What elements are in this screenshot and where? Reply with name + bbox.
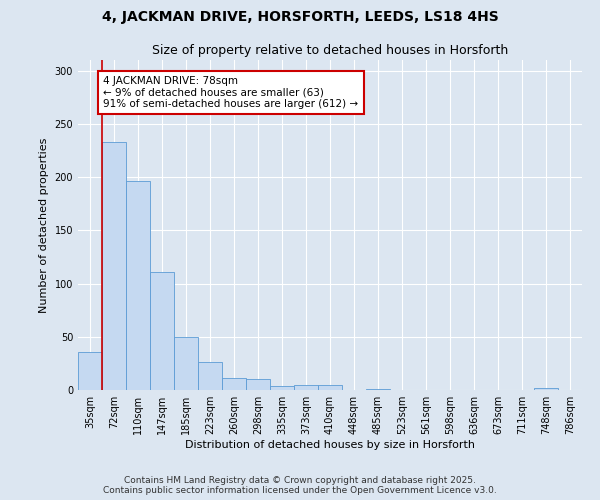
Bar: [102, 142, 126, 390]
Bar: [534, 388, 558, 390]
Bar: [150, 272, 174, 390]
Bar: [78, 352, 102, 390]
Bar: [222, 378, 246, 390]
Bar: [270, 386, 294, 390]
Text: 4, JACKMAN DRIVE, HORSFORTH, LEEDS, LS18 4HS: 4, JACKMAN DRIVE, HORSFORTH, LEEDS, LS18…: [101, 10, 499, 24]
Bar: [318, 384, 342, 390]
Bar: [366, 389, 390, 390]
Bar: [174, 337, 198, 390]
Y-axis label: Number of detached properties: Number of detached properties: [39, 138, 49, 312]
Text: 4 JACKMAN DRIVE: 78sqm
← 9% of detached houses are smaller (63)
91% of semi-deta: 4 JACKMAN DRIVE: 78sqm ← 9% of detached …: [103, 76, 358, 109]
Bar: [294, 384, 318, 390]
X-axis label: Distribution of detached houses by size in Horsforth: Distribution of detached houses by size …: [185, 440, 475, 450]
Bar: [198, 362, 222, 390]
Text: Contains HM Land Registry data © Crown copyright and database right 2025.
Contai: Contains HM Land Registry data © Crown c…: [103, 476, 497, 495]
Bar: [126, 182, 150, 390]
Bar: [246, 380, 270, 390]
Title: Size of property relative to detached houses in Horsforth: Size of property relative to detached ho…: [152, 44, 508, 58]
